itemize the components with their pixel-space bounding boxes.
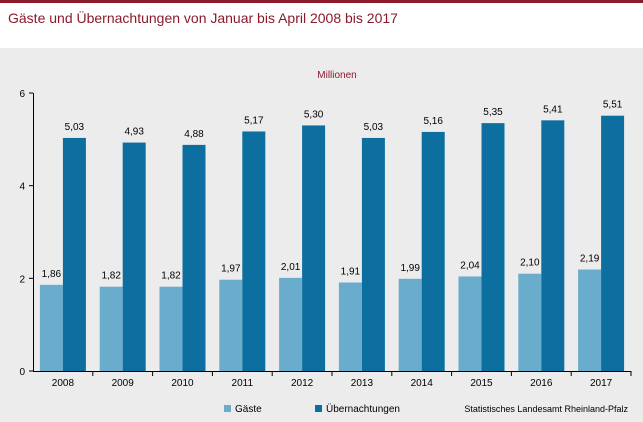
top-rule: [0, 0, 643, 3]
data-label-uebernachtungen: 5,35: [483, 107, 503, 118]
data-label-gaeste: 2,19: [580, 254, 600, 265]
y-tick-label: 4: [19, 182, 25, 193]
data-label-gaeste: 2,01: [281, 262, 301, 273]
bar-gaeste: [458, 276, 482, 371]
data-label-uebernachtungen: 4,88: [184, 129, 204, 140]
y-tick-label: 0: [19, 367, 25, 378]
bar-uebernachtungen: [122, 142, 146, 371]
data-label-uebernachtungen: 5,51: [603, 100, 623, 111]
chart-title: Gäste und Übernachtungen von Januar bis …: [8, 10, 398, 26]
bar-uebernachtungen: [242, 131, 266, 371]
data-label-uebernachtungen: 5,03: [65, 122, 85, 133]
bar-uebernachtungen: [601, 115, 625, 371]
data-labels: 1,86 5,03 1,82 4,93 1,82 4,88 1,97 5,17 2,01 5,30…: [42, 100, 623, 282]
bar-gaeste: [398, 278, 422, 371]
x-tick-label: 2016: [530, 378, 553, 389]
x-tick-label: 2013: [351, 378, 374, 389]
bar-uebernachtungen: [182, 144, 206, 371]
data-label-uebernachtungen: 5,16: [423, 116, 443, 127]
bar-gaeste: [39, 284, 63, 371]
data-label-gaeste: 2,10: [520, 258, 540, 269]
bar-gaeste: [279, 277, 303, 371]
bar-uebernachtungen: [481, 123, 505, 371]
data-label-uebernachtungen: 5,17: [244, 115, 264, 126]
legend-swatch-uebernachtungen: [315, 405, 322, 412]
source-note: Statistisches Landesamt Rheinland-Pfalz: [464, 404, 628, 414]
bar-gaeste: [518, 273, 542, 371]
y-axis-label: Millionen: [317, 70, 356, 81]
x-tick-label: 2010: [171, 378, 194, 389]
data-label-gaeste: 1,82: [161, 271, 181, 282]
bar-uebernachtungen: [541, 120, 565, 371]
data-label-gaeste: 2,04: [460, 260, 480, 271]
data-label-uebernachtungen: 5,41: [543, 104, 563, 115]
bar-gaeste: [219, 279, 243, 371]
legend-swatch-gaeste: [224, 405, 231, 412]
data-label-uebernachtungen: 4,93: [124, 127, 144, 138]
legend-label-uebernachtungen: Übernachtungen: [326, 403, 400, 415]
y-tick-label: 6: [19, 89, 25, 100]
data-label-gaeste: 1,82: [101, 271, 121, 282]
x-tick-label: 2011: [232, 378, 254, 389]
x-tick-label: 2009: [112, 378, 135, 389]
bars: [39, 115, 625, 371]
bar-uebernachtungen: [62, 137, 86, 371]
x-axis: 2008 2009 2010 2011 2012 2013 2014 2015 2016 2017: [52, 371, 632, 389]
legend: Gäste Übernachtungen: [224, 403, 400, 415]
bar-gaeste: [338, 282, 362, 371]
bar-uebernachtungen: [361, 137, 385, 371]
data-label-gaeste: 1,86: [42, 269, 62, 280]
data-label-uebernachtungen: 5,30: [304, 109, 324, 120]
x-tick-label: 2017: [590, 378, 613, 389]
x-tick-label: 2015: [470, 378, 493, 389]
legend-label-gaeste: Gäste: [235, 404, 262, 415]
bar-gaeste: [159, 286, 183, 371]
data-label-uebernachtungen: 5,03: [364, 122, 384, 133]
data-label-gaeste: 1,99: [400, 263, 420, 274]
x-tick-label: 2008: [52, 378, 75, 389]
x-tick-label: 2014: [411, 378, 434, 389]
y-axis: 0 2 4 6: [19, 89, 33, 378]
data-label-gaeste: 1,91: [341, 267, 361, 278]
bar-uebernachtungen: [421, 131, 445, 371]
bar-uebernachtungen: [302, 125, 326, 371]
x-tick-label: 2012: [291, 378, 314, 389]
y-tick-label: 2: [19, 274, 25, 285]
data-label-gaeste: 1,97: [221, 264, 241, 275]
bar-gaeste: [99, 286, 123, 371]
bar-gaeste: [578, 269, 602, 371]
